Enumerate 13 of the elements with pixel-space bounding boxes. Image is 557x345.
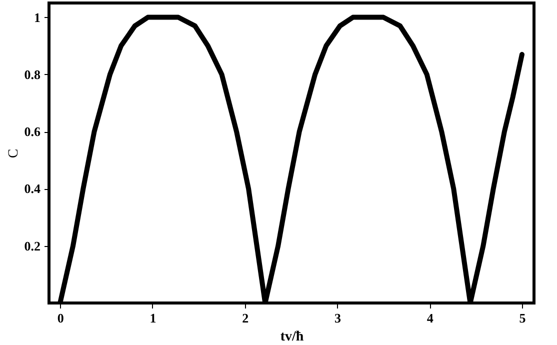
x-tick-label: 0	[57, 310, 64, 326]
x-axis-title: tv/ħ	[280, 330, 304, 344]
x-tick-label: 4	[426, 310, 434, 326]
x-tick-label: 3	[334, 310, 342, 326]
y-tick-label: 0.4	[24, 181, 41, 196]
y-tick-label: 0.2	[24, 238, 40, 254]
x-tick-label: 5	[519, 310, 526, 326]
x-tick-label: 1	[150, 310, 156, 326]
y-tick-label: 1	[34, 10, 40, 25]
y-tick-label: 0.6	[24, 124, 41, 140]
y-tick-label: 0.8	[24, 66, 41, 82]
x-tick-label: 2	[242, 310, 249, 326]
y-axis-title: C	[6, 148, 22, 158]
